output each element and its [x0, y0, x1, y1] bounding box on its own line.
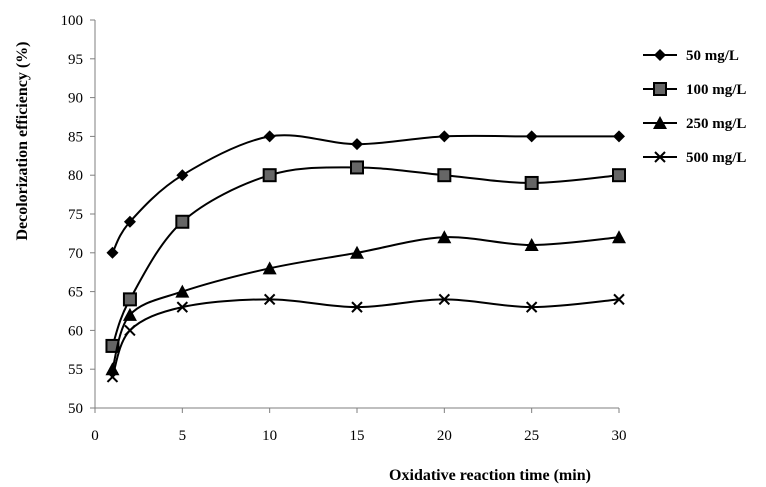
data-point-cross — [613, 293, 625, 306]
data-point-cross — [176, 301, 189, 313]
data-point-square — [122, 292, 137, 307]
data-point-diamond — [438, 130, 451, 143]
data-point-triangle — [612, 230, 626, 244]
y-tick-label: 80 — [68, 168, 83, 184]
x-tick-label: 25 — [524, 428, 539, 444]
legend-label: 250 mg/L — [686, 116, 746, 132]
data-point-diamond — [123, 215, 136, 228]
x-axis-title: Oxidative reaction time (min) — [389, 467, 591, 484]
data-point-cross — [351, 301, 363, 313]
y-tick-label: 75 — [68, 207, 83, 223]
data-point-cross — [106, 371, 119, 383]
data-point-square — [262, 168, 277, 183]
data-point-square — [350, 160, 364, 175]
data-point-diamond — [525, 130, 538, 143]
x-tick-label: 5 — [179, 428, 187, 444]
data-point-cross — [438, 293, 451, 306]
legend-label: 500 mg/L — [686, 150, 746, 166]
x-tick-label: 20 — [437, 428, 452, 444]
y-tick-label: 50 — [68, 401, 83, 417]
data-point-diamond — [613, 130, 625, 143]
x-tick-label: 0 — [91, 428, 99, 444]
series-line-1 — [111, 166, 620, 347]
series-line-2 — [111, 236, 620, 370]
series-line-0 — [111, 134, 619, 254]
data-point-triangle — [122, 307, 137, 321]
data-point-cross — [124, 324, 136, 337]
y-axis-title: Decolorization efficiency (%) — [14, 41, 31, 240]
axes: 50 55 60 65 70 75 80 85 90 95 100 0 5 10 15 20 25 30 — [61, 13, 627, 444]
data-point-diamond — [176, 169, 189, 182]
y-tick-label: 100 — [61, 13, 84, 29]
x-tick-label: 15 — [350, 428, 365, 444]
x-tick-label: 30 — [612, 428, 627, 444]
data-point-diamond — [351, 138, 363, 151]
data-point-triangle — [350, 245, 364, 259]
legend: 50 mg/L 100 mg/L 250 mg/L 500 mg/L — [643, 48, 746, 166]
data-point-triangle — [437, 230, 452, 244]
data-point-triangle — [175, 284, 190, 298]
data-point-triangle — [262, 261, 277, 275]
data-point-triangle — [524, 238, 539, 252]
data-point-diamond — [263, 130, 276, 143]
data-point-diamond — [106, 246, 119, 259]
x-tick-label: 10 — [262, 428, 277, 444]
y-tick-label: 95 — [68, 52, 83, 68]
data-point-triangle — [105, 362, 120, 376]
data-point-square — [612, 168, 626, 183]
series-layer — [105, 130, 626, 383]
y-tick-label: 55 — [68, 362, 83, 378]
data-point-cross — [525, 301, 538, 313]
series-line-3 — [111, 298, 620, 378]
legend-marker-cross — [654, 151, 666, 163]
y-tick-label: 65 — [68, 285, 83, 301]
y-tick-label: 60 — [68, 323, 83, 339]
legend-label: 100 mg/L — [686, 82, 746, 98]
legend-label: 50 mg/L — [686, 48, 739, 64]
y-tick-label: 85 — [68, 129, 83, 145]
data-point-square — [437, 168, 452, 183]
legend-marker-diamond — [654, 49, 666, 61]
legend-marker-square — [653, 82, 667, 96]
data-point-square — [175, 214, 190, 229]
data-point-square — [524, 175, 539, 190]
legend-marker-triangle — [653, 116, 667, 129]
y-tick-label: 90 — [68, 91, 83, 107]
data-point-cross — [263, 293, 276, 306]
y-tick-label: 70 — [68, 246, 83, 262]
data-point-square — [105, 338, 120, 353]
